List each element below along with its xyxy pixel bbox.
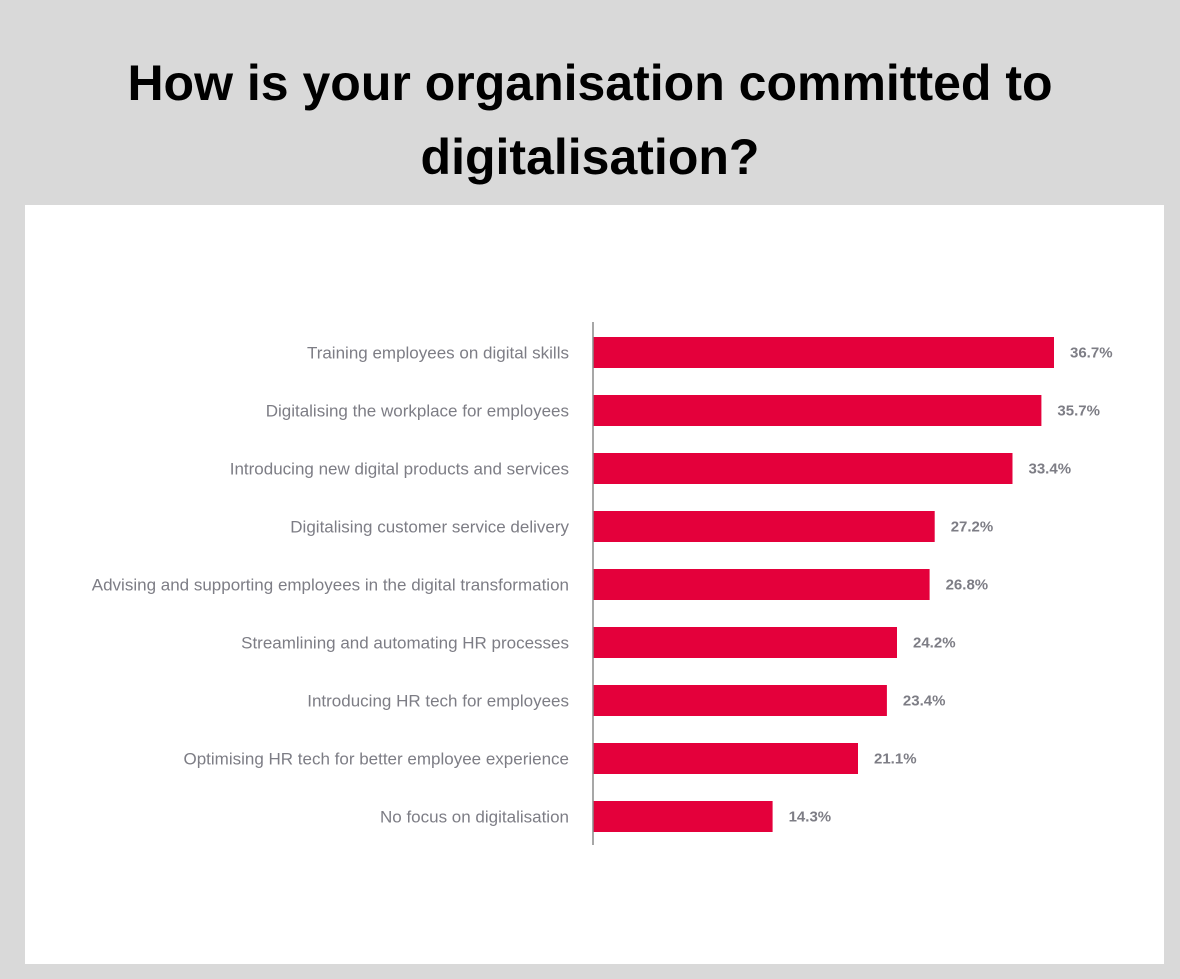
data-label: 24.2% [913, 635, 956, 652]
data-label: 33.4% [1029, 461, 1072, 478]
category-label: Streamlining and automating HR processes [241, 634, 569, 653]
category-label: Digitalising customer service delivery [290, 518, 569, 537]
bar [593, 395, 1042, 426]
chart-card: Training employees on digital skills Digi… [25, 205, 1164, 964]
data-label: 26.8% [946, 577, 989, 594]
bars-layer [593, 337, 1054, 832]
bar [593, 453, 1013, 484]
bar [593, 743, 858, 774]
data-label: 36.7% [1070, 345, 1113, 362]
data-label: 27.2% [951, 519, 994, 536]
bar-chart: Training employees on digital skills Digi… [92, 322, 1113, 845]
data-label: 21.1% [874, 751, 917, 768]
page-title: How is your organisation committed to di… [127, 55, 1053, 185]
category-labels-layer: Training employees on digital skills Digi… [92, 344, 570, 827]
category-label: Advising and supporting employees in the… [92, 576, 569, 595]
bar [593, 627, 897, 658]
category-label: Introducing new digital products and ser… [230, 460, 569, 479]
category-label: Optimising HR tech for better employee e… [183, 750, 569, 769]
data-label: 23.4% [903, 693, 946, 710]
bar [593, 685, 887, 716]
data-label: 14.3% [789, 809, 832, 826]
bar [593, 337, 1054, 368]
category-label: Digitalising the workplace for employees [266, 402, 569, 421]
bar [593, 801, 773, 832]
category-label: No focus on digitalisation [380, 808, 569, 827]
data-label: 35.7% [1057, 403, 1100, 420]
bar [593, 511, 935, 542]
category-label: Training employees on digital skills [307, 344, 569, 363]
bar [593, 569, 930, 600]
value-labels-layer: 36.7% 35.7% 33.4% 27.2% 26.8% 24.2% 23.4% 21.1%… [789, 345, 1113, 826]
category-label: Introducing HR tech for employees [307, 692, 569, 711]
